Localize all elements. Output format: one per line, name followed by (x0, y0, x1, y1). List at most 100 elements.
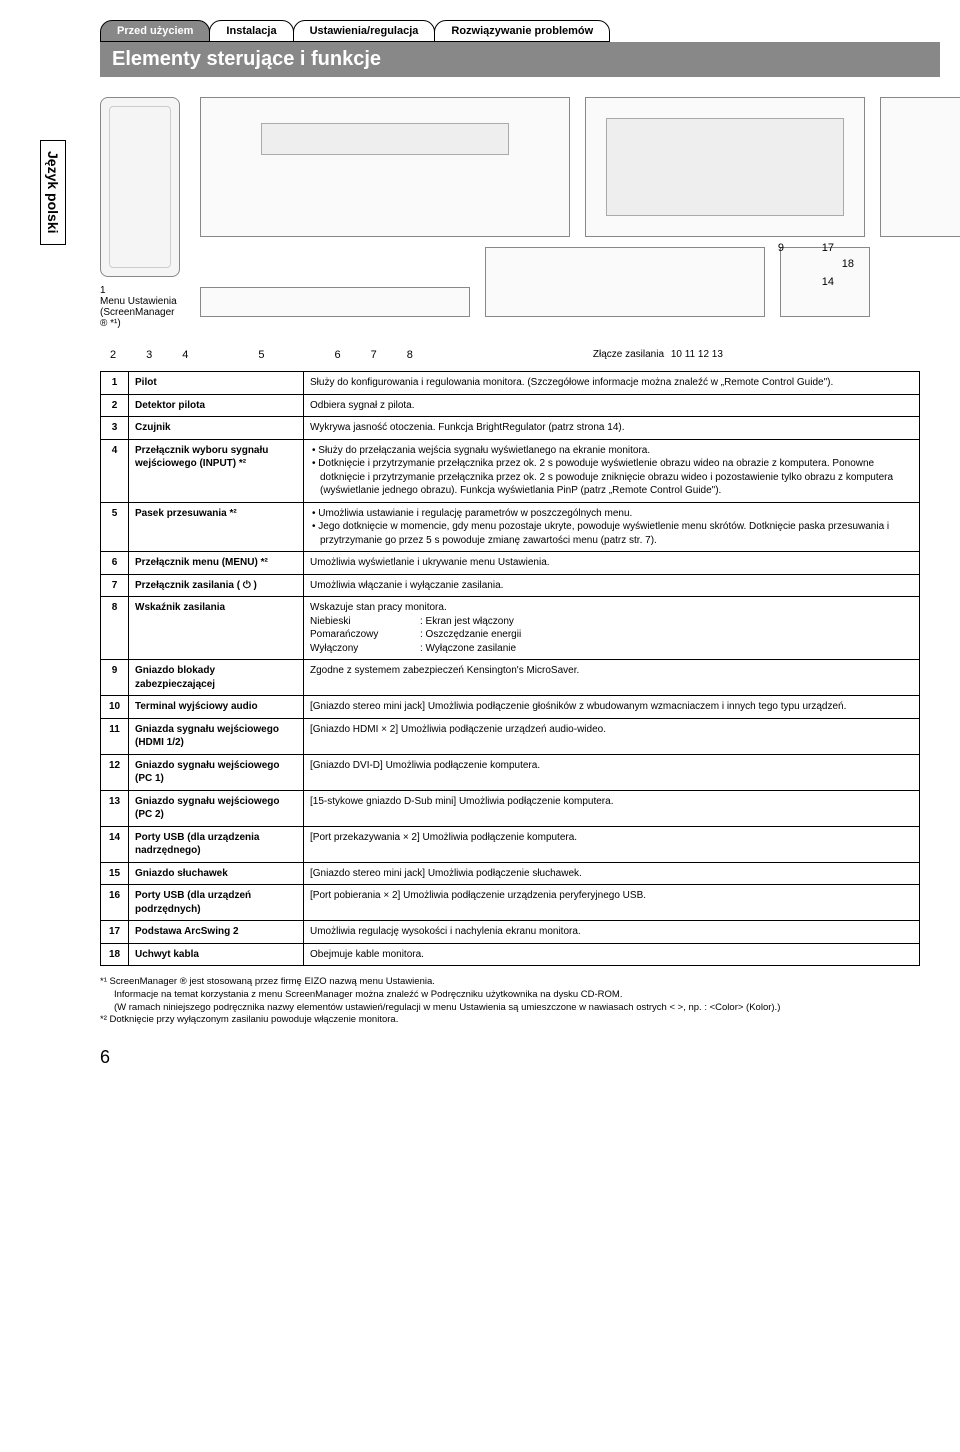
row-number: 10 (101, 696, 129, 719)
footnote-2: *² Dotknięcie przy wyłączonym zasilaniu … (100, 1014, 920, 1027)
row-number: 7 (101, 574, 129, 597)
monitor-back-illustration: 9 17 18 14 (585, 97, 865, 237)
table-row: 1PilotSłuży do konfigurowania i regulowa… (101, 372, 920, 395)
diagram-area: 1 Menu Ustawienia (ScreenManager ® *¹) 9… (100, 97, 860, 329)
row-number: 4 (101, 439, 129, 502)
row-desc: [Gniazdo stereo mini jack] Umożliwia pod… (304, 862, 920, 885)
row-name: Gniazdo sygnału wejściowego (PC 2) (129, 790, 304, 826)
row-name: Terminal wyjściowy audio (129, 696, 304, 719)
table-row: 8Wskaźnik zasilaniaWskazuje stan pracy m… (101, 597, 920, 660)
row-name: Czujnik (129, 417, 304, 440)
row-number: 14 (101, 826, 129, 862)
row-number: 12 (101, 754, 129, 790)
callout-2: 2 (110, 349, 116, 361)
tab-installation: Instalacja (209, 20, 293, 42)
row-desc: Służy do przełączania wejścia sygnału wy… (304, 439, 920, 502)
table-row: 18Uchwyt kablaObejmuje kable monitora. (101, 943, 920, 966)
row-number: 5 (101, 502, 129, 552)
row-desc: [15-stykowe gniazdo D-Sub mini] Umożliwi… (304, 790, 920, 826)
table-row: 7Przełącznik zasilania ( ⏻ )Umożliwia wł… (101, 574, 920, 597)
footnote-1c: (W ramach niniejszego podręcznika nazwy … (114, 1002, 920, 1015)
table-row: 12Gniazdo sygnału wejściowego (PC 1)[Gni… (101, 754, 920, 790)
table-row: 9Gniazdo blokady zabezpieczającejZgodne … (101, 660, 920, 696)
page-title: Elementy sterujące i funkcje (100, 42, 940, 77)
row-number: 16 (101, 885, 129, 921)
row-desc: Umożliwia włączanie i wyłączanie zasilan… (304, 574, 920, 597)
row-name: Wskaźnik zasilania (129, 597, 304, 660)
row-number: 8 (101, 597, 129, 660)
table-row: 3CzujnikWykrywa jasność otoczenia. Funkc… (101, 417, 920, 440)
table-row: 4Przełącznik wyboru sygnału wejściowego … (101, 439, 920, 502)
row-number: 1 (101, 372, 129, 395)
callout-6: 6 (335, 349, 341, 361)
row-desc: Wykrywa jasność otoczenia. Funkcja Brigh… (304, 417, 920, 440)
row-name: Przełącznik zasilania ( ⏻ ) (129, 574, 304, 597)
row-number: 11 (101, 718, 129, 754)
diagram-label-sm: (ScreenManager ® *¹) (100, 307, 180, 329)
row-desc: Wskazuje stan pracy monitora.Niebieski: … (304, 597, 920, 660)
row-number: 15 (101, 862, 129, 885)
tab-settings: Ustawienia/regulacja (293, 20, 436, 42)
table-row: 10Terminal wyjściowy audio[Gniazdo stere… (101, 696, 920, 719)
row-number: 13 (101, 790, 129, 826)
row-desc: Służy do konfigurowania i regulowania mo… (304, 372, 920, 395)
row-name: Porty USB (dla urządzenia nadrzędnego) (129, 826, 304, 862)
row-desc: [Gniazdo DVI-D] Umożliwia podłączenie ko… (304, 754, 920, 790)
row-number: 3 (101, 417, 129, 440)
row-desc: Obejmuje kable monitora. (304, 943, 920, 966)
row-desc: Odbiera sygnał z pilota. (304, 394, 920, 417)
remote-illustration (100, 97, 180, 277)
row-number: 2 (101, 394, 129, 417)
table-row: 13Gniazdo sygnału wejściowego (PC 2)[15-… (101, 790, 920, 826)
table-row: 11Gniazda sygnału wejściowego (HDMI 1/2)… (101, 718, 920, 754)
footnote-1: *¹ ScreenManager ® jest stosowaną przez … (100, 976, 920, 989)
callout-11: 11 (685, 349, 695, 360)
row-number: 9 (101, 660, 129, 696)
row-number: 6 (101, 552, 129, 575)
table-row: 14Porty USB (dla urządzenia nadrzędnego)… (101, 826, 920, 862)
table-row: 15Gniazdo słuchawek[Gniazdo stereo mini … (101, 862, 920, 885)
row-number: 17 (101, 921, 129, 944)
callout-7: 7 (371, 349, 377, 361)
callout-3: 3 (146, 349, 152, 361)
row-name: Gniazda sygnału wejściowego (HDMI 1/2) (129, 718, 304, 754)
callout-5: 5 (258, 349, 264, 361)
callout-12: 12 (698, 349, 709, 360)
row-desc: Umożliwia wyświetlanie i ukrywanie menu … (304, 552, 920, 575)
table-row: 5Pasek przesuwania *²Umożliwia ustawiani… (101, 502, 920, 552)
monitor-side-illustration (880, 97, 960, 237)
callout-4: 4 (182, 349, 188, 361)
monitor-front-illustration (200, 97, 570, 237)
row-number: 18 (101, 943, 129, 966)
row-name: Porty USB (dla urządzeń podrzędnych) (129, 885, 304, 921)
row-name: Przełącznik wyboru sygnału wejściowego (… (129, 439, 304, 502)
table-row: 2Detektor pilotaOdbiera sygnał z pilota. (101, 394, 920, 417)
rear-panel-illustration (485, 247, 765, 317)
row-desc: Zgodne z systemem zabezpieczeń Kensingto… (304, 660, 920, 696)
row-desc: [Port pobierania × 2] Umożliwia podłącze… (304, 885, 920, 921)
callout-18: 18 (842, 258, 854, 270)
controls-table: 1PilotSłuży do konfigurowania i regulowa… (100, 371, 920, 966)
row-desc: [Gniazdo HDMI × 2] Umożliwia podłączenie… (304, 718, 920, 754)
tab-before-use: Przed użyciem (100, 20, 210, 42)
diagram-label-menu: Menu Ustawienia (100, 296, 180, 307)
row-name: Podstawa ArcSwing 2 (129, 921, 304, 944)
row-name: Pilot (129, 372, 304, 395)
callout-10: 10 (671, 349, 682, 360)
row-name: Pasek przesuwania *² (129, 502, 304, 552)
callout-14: 14 (822, 276, 834, 288)
row-name: Uchwyt kabla (129, 943, 304, 966)
tab-troubleshoot: Rozwiązywanie problemów (434, 20, 610, 42)
diagram-label-1: 1 (100, 285, 180, 296)
table-row: 16Porty USB (dla urządzeń podrzędnych)[P… (101, 885, 920, 921)
page-number: 6 (100, 1047, 960, 1068)
row-name: Przełącznik menu (MENU) *² (129, 552, 304, 575)
row-desc: [Port przekazywania × 2] Umożliwia podłą… (304, 826, 920, 862)
row-desc: Umożliwia regulację wysokości i nachylen… (304, 921, 920, 944)
control-strip-illustration (200, 287, 470, 317)
row-desc: [Gniazdo stereo mini jack] Umożliwia pod… (304, 696, 920, 719)
footnote-1b: Informacje na temat korzystania z menu S… (114, 989, 920, 1002)
table-row: 6Przełącznik menu (MENU) *²Umożliwia wyś… (101, 552, 920, 575)
language-tab: Język polski (40, 140, 66, 245)
callout-8: 8 (407, 349, 413, 361)
